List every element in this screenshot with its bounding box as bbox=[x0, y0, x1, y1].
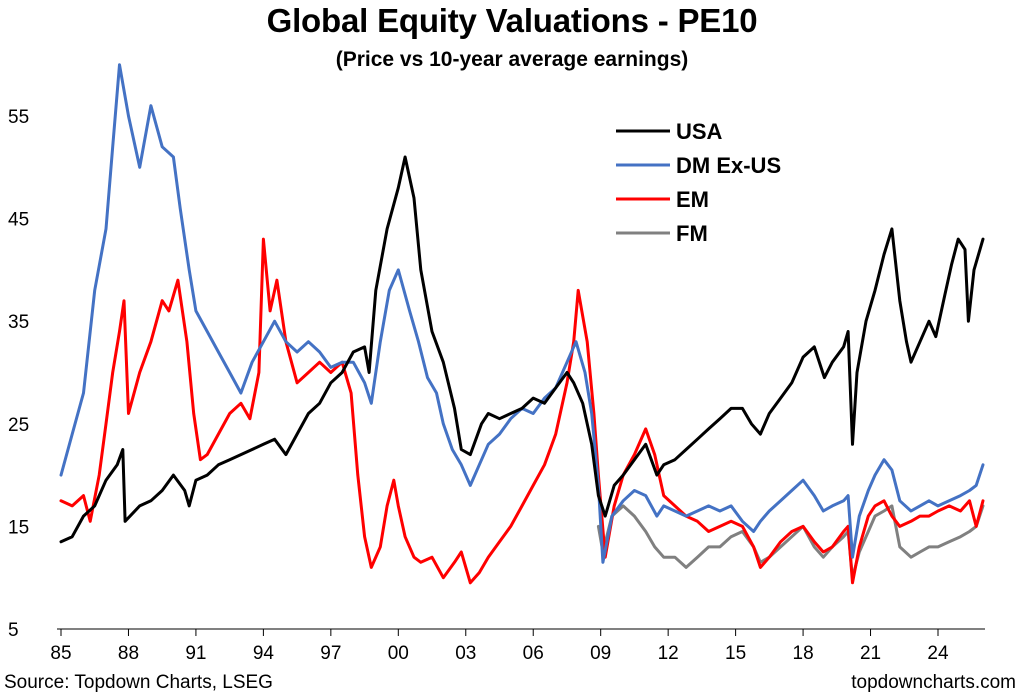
x-tick-label: 06 bbox=[523, 643, 544, 664]
x-axis: 85 88 91 94 97 00 03 06 09 12 15 18 21 24 bbox=[50, 628, 985, 664]
x-tick-label: 97 bbox=[320, 643, 341, 664]
series-line-dm-ex-us bbox=[59, 63, 985, 564]
x-tick-label: 21 bbox=[860, 643, 881, 664]
x-tick-label: 18 bbox=[793, 643, 814, 664]
x-tick-label: 09 bbox=[590, 643, 611, 664]
x-tick-label: 00 bbox=[388, 643, 409, 664]
legend-label: DM Ex-US bbox=[676, 153, 781, 178]
series-lines bbox=[59, 63, 985, 585]
chart-title: Global Equity Valuations - PE10 bbox=[266, 2, 758, 39]
source-note: Source: Topdown Charts, LSEG bbox=[4, 672, 273, 693]
y-tick-label: 45 bbox=[8, 210, 29, 231]
x-tick-label: 03 bbox=[455, 643, 476, 664]
y-tick-label: 35 bbox=[8, 312, 29, 333]
x-tick-label: 24 bbox=[927, 643, 949, 664]
legend-label: EM bbox=[676, 187, 709, 212]
x-tick-label: 91 bbox=[185, 643, 206, 664]
y-axis: 5 15 25 35 45 55 bbox=[8, 107, 29, 641]
y-tick-label: 55 bbox=[8, 107, 29, 128]
y-tick-label: 25 bbox=[8, 415, 29, 436]
series-line-em bbox=[59, 237, 985, 585]
x-tick-label: 94 bbox=[253, 643, 275, 664]
x-tick-label: 12 bbox=[658, 643, 679, 664]
legend-label: FM bbox=[676, 221, 708, 246]
legend: USA DM Ex-US EM FM bbox=[616, 119, 781, 246]
x-tick-label: 85 bbox=[50, 643, 71, 664]
x-tick-label: 15 bbox=[725, 643, 746, 664]
y-tick-label: 15 bbox=[8, 517, 29, 538]
x-tick-label: 88 bbox=[118, 643, 139, 664]
chart-subtitle: (Price vs 10-year average earnings) bbox=[335, 48, 689, 71]
y-tick-label: 5 bbox=[8, 620, 19, 641]
legend-label: USA bbox=[676, 119, 723, 144]
brand-label: topdowncharts.com bbox=[851, 672, 1016, 693]
series-line-usa bbox=[59, 155, 985, 544]
